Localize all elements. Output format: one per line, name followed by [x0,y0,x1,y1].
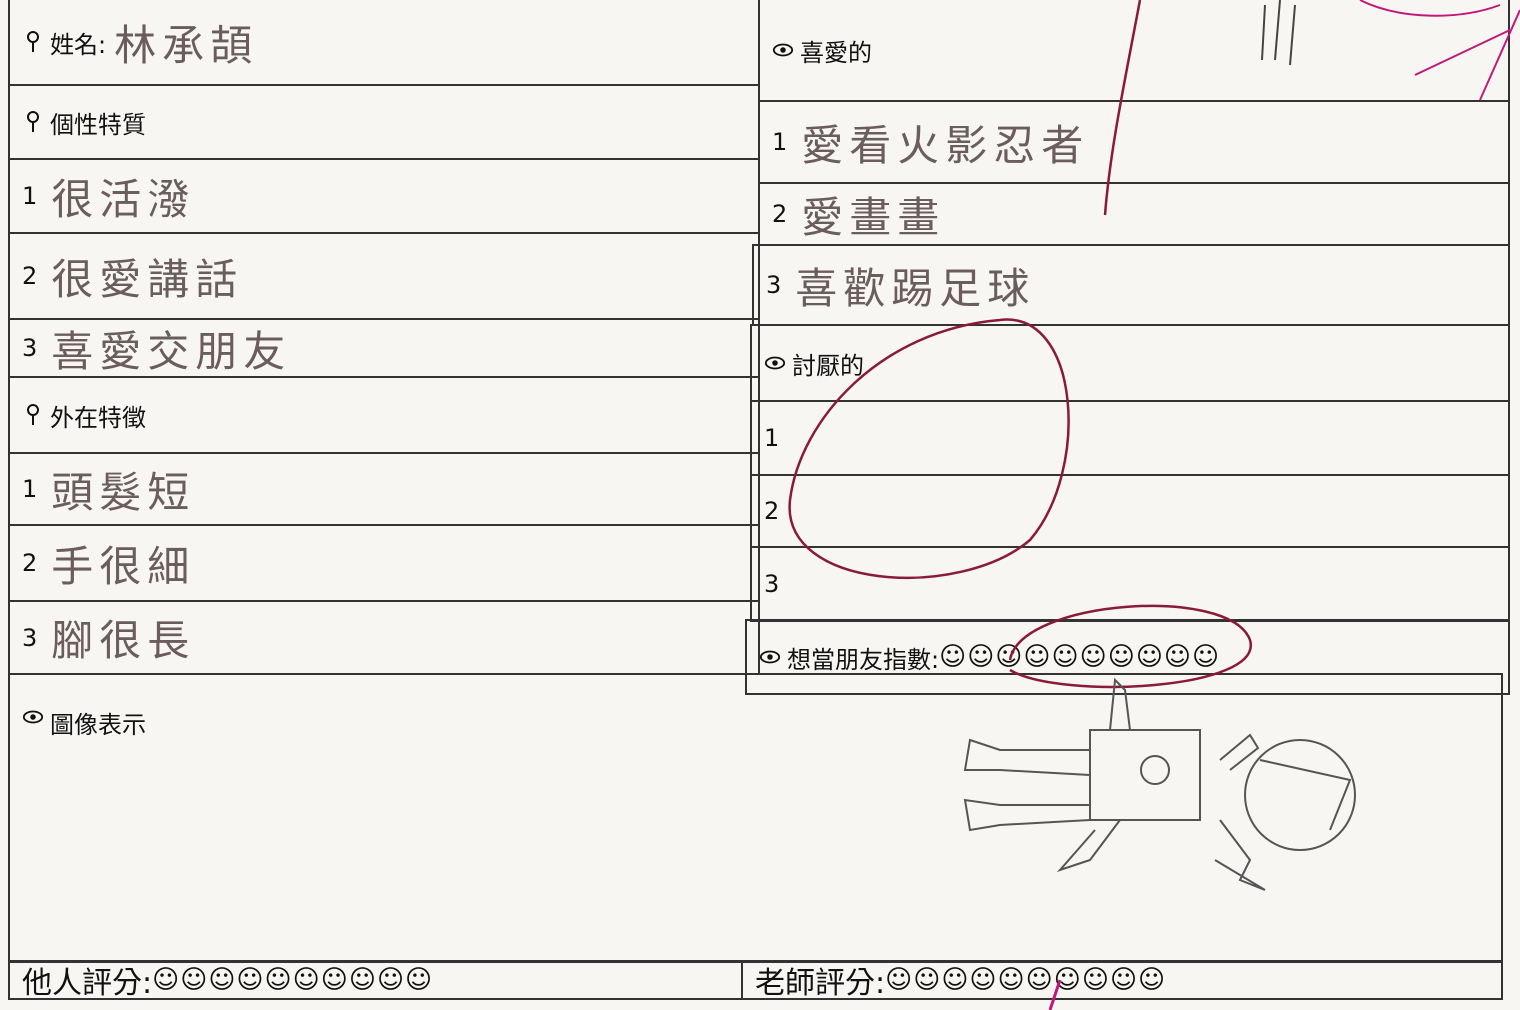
likes-heading-row: 喜愛的 [758,0,1510,102]
teacher-score-label: 老師評分: [755,966,886,1001]
item-text: 腳很長 [51,616,196,665]
item-row: 2 很愛講話 [8,232,760,320]
picture-heading: 圖像表示 [50,711,146,739]
item-number: 1 [772,128,788,156]
eye-icon [759,650,781,664]
item-text: 很活潑 [51,174,196,224]
likes-heading: 喜愛的 [800,38,872,67]
item-row: 2 [750,474,1510,548]
name-label: 姓名: [50,30,107,59]
item-number: 1 [764,424,780,452]
item-number: 3 [22,334,38,362]
peer-score-value: ☺☺☺☺☺☺☺☺☺☺ [152,965,434,995]
name-value: 林承頡 [114,20,259,70]
item-row: 2 愛畫畫 [758,182,1510,246]
item-row: 1 很活潑 [8,158,760,234]
pin-icon [27,404,39,425]
item-row: 3 腳很長 [8,600,760,675]
item-row: 3 喜歡踢足球 [752,244,1510,326]
pin-icon [27,111,39,132]
friend-index-label: 想當朋友指數: [787,645,940,674]
item-row: 3 [750,546,1510,622]
dislikes-heading-row: 討厭的 [750,324,1510,402]
eye-icon [764,356,786,370]
item-number: 2 [22,262,38,290]
friend-index-row: 想當朋友指數: ☺☺☺☺☺☺☺☺☺☺ [745,619,1510,695]
item-number: 3 [764,570,780,598]
item-text: 愛看火影忍者 [801,120,1090,170]
peer-score-row: 他人評分: ☺☺☺☺☺☺☺☺☺☺ [8,960,743,1001]
personality-heading-row: 個性特質 [8,84,760,160]
item-number: 3 [766,271,782,299]
appearance-heading-row: 外在特徵 [8,376,760,454]
name-row: 姓名: 林承頡 [8,0,760,86]
picture-row: 圖像表示 [8,673,1503,963]
item-row: 1 愛看火影忍者 [758,100,1510,184]
item-text: 手很細 [51,541,196,591]
teacher-score-value: ☺☺☺☺☺☺☺☺☺☺ [885,965,1167,995]
item-row: 2 手很細 [8,524,760,602]
pin-icon [27,31,39,52]
friend-index-value: ☺☺☺☺☺☺☺☺☺☺ [939,642,1221,672]
item-row: 1 [750,400,1510,476]
item-number: 1 [22,182,38,210]
item-text: 很愛講話 [51,254,244,304]
item-number: 2 [22,549,38,577]
item-row: 3 喜愛交朋友 [8,318,760,378]
dislikes-heading: 討厭的 [792,351,864,380]
item-row: 1 頭髮短 [8,452,760,526]
item-number: 2 [764,497,780,525]
item-number: 1 [22,475,38,503]
appearance-heading: 外在特徵 [50,403,146,432]
item-number: 2 [772,200,788,228]
item-text: 愛畫畫 [801,192,946,242]
peer-score-label: 他人評分: [22,966,153,1001]
teacher-score-row: 老師評分: ☺☺☺☺☺☺☺☺☺☺ [741,960,1503,1001]
item-number: 3 [22,623,38,652]
eye-icon [22,710,44,724]
item-text: 頭髮短 [51,467,196,517]
item-text: 喜歡踢足球 [795,263,1036,313]
personality-heading: 個性特質 [50,110,146,139]
item-text: 喜愛交朋友 [51,326,292,376]
eye-icon [772,43,794,57]
